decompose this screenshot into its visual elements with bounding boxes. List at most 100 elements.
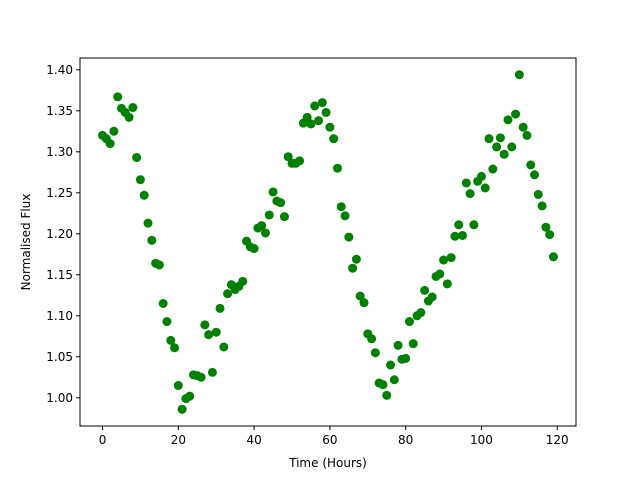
data-point: [170, 343, 180, 353]
data-point: [351, 254, 361, 264]
data-point: [279, 212, 289, 222]
y-tick-label: 1.40: [46, 63, 73, 77]
data-point: [427, 292, 437, 302]
data-point: [359, 298, 369, 308]
data-point: [461, 178, 471, 188]
data-point: [105, 139, 115, 149]
data-point: [306, 119, 316, 129]
data-point: [132, 153, 142, 163]
data-point: [499, 149, 509, 159]
y-tick-label: 1.15: [46, 268, 73, 282]
data-point: [109, 126, 119, 136]
data-point: [355, 291, 365, 301]
data-point: [420, 285, 430, 295]
data-point: [480, 183, 490, 193]
data-point: [442, 279, 452, 289]
x-axis-label: Time (Hours): [288, 456, 367, 470]
data-point: [200, 320, 210, 330]
data-point: [439, 255, 449, 265]
data-point: [533, 189, 543, 199]
data-point: [465, 189, 475, 199]
y-tick-label: 1.20: [46, 227, 73, 241]
data-point: [329, 134, 339, 144]
data-point: [207, 367, 217, 377]
data-point: [113, 92, 123, 102]
data-point: [367, 334, 377, 344]
data-point: [450, 231, 460, 241]
data-point: [135, 175, 145, 185]
data-point: [386, 360, 396, 370]
data-point: [522, 130, 532, 140]
x-tick-label: 20: [171, 433, 186, 447]
data-point: [158, 298, 168, 308]
data-point: [548, 252, 558, 262]
data-point: [314, 116, 324, 126]
data-point: [348, 263, 358, 273]
data-point: [336, 202, 346, 212]
data-point: [344, 232, 354, 242]
data-point: [435, 269, 445, 279]
data-point: [147, 235, 157, 245]
data-point: [143, 218, 153, 228]
data-point: [495, 133, 505, 143]
data-point: [408, 339, 418, 349]
plot-frame: [79, 57, 577, 427]
data-point: [416, 308, 426, 318]
data-point: [332, 163, 342, 173]
data-point: [268, 187, 278, 197]
data-point: [185, 391, 195, 401]
data-point: [370, 348, 380, 358]
data-point: [518, 122, 528, 132]
data-point: [454, 220, 464, 230]
data-point: [162, 317, 172, 327]
x-tick-label: 120: [546, 433, 569, 447]
y-tick-label: 1.10: [46, 309, 73, 323]
data-point: [492, 142, 502, 152]
data-point: [476, 171, 486, 181]
data-point: [401, 353, 411, 363]
data-point: [378, 380, 388, 390]
data-point: [204, 330, 214, 340]
data-point: [260, 228, 270, 238]
data-point: [317, 98, 327, 108]
data-point: [484, 134, 494, 144]
y-axis-label: Normalised Flux: [19, 194, 33, 291]
data-point: [264, 210, 274, 220]
data-point: [302, 112, 312, 122]
data-point: [545, 230, 555, 240]
data-point: [514, 70, 524, 80]
y-tick-label: 1.25: [46, 186, 73, 200]
data-point: [488, 164, 498, 174]
data-point: [404, 317, 414, 327]
data-point: [219, 342, 229, 352]
y-tick-label: 1.30: [46, 145, 73, 159]
x-tick-label: 60: [322, 433, 337, 447]
x-tick-label: 40: [246, 433, 261, 447]
data-point: [128, 103, 138, 113]
x-tick-label: 0: [99, 433, 107, 447]
data-point: [321, 107, 331, 117]
data-point: [238, 276, 248, 286]
data-point: [223, 289, 233, 299]
data-point: [154, 260, 164, 270]
data-point: [196, 372, 206, 382]
y-tick-label: 1.00: [46, 391, 73, 405]
data-point: [530, 170, 540, 180]
data-point: [124, 112, 134, 122]
data-point: [541, 222, 551, 232]
data-point: [325, 122, 335, 132]
y-tick-label: 1.35: [46, 104, 73, 118]
data-point: [507, 142, 517, 152]
data-point: [389, 375, 399, 385]
data-point: [249, 244, 259, 254]
data-point: [526, 160, 536, 170]
data-point: [295, 156, 305, 166]
data-point: [310, 101, 320, 111]
data-point: [503, 115, 513, 125]
data-point: [173, 380, 183, 390]
data-point: [446, 253, 456, 263]
x-tick-label: 80: [398, 433, 413, 447]
y-tick-label: 1.05: [46, 350, 73, 364]
data-point: [537, 201, 547, 211]
